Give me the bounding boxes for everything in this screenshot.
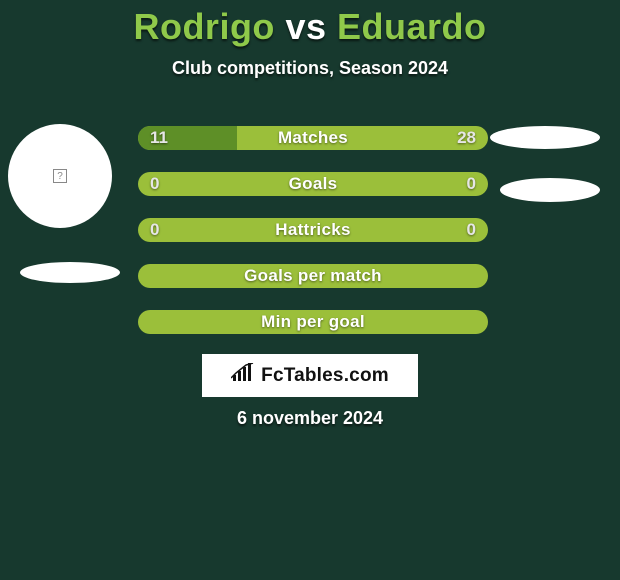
stat-bar-goals: 0 Goals 0 [138, 172, 488, 196]
title-vs: vs [285, 6, 326, 47]
player2-ellipse-2 [500, 178, 600, 202]
title-player1: Rodrigo [133, 6, 274, 47]
title-player2: Eduardo [337, 6, 487, 47]
bar-chart-icon [231, 363, 255, 388]
stat-bar-goals-per-match: Goals per match [138, 264, 488, 288]
player1-avatar: ? [8, 124, 112, 228]
stat-label: Goals [138, 172, 488, 196]
stat-right-value: 28 [457, 126, 476, 150]
player1-shadow-ellipse [20, 262, 120, 283]
stat-label: Matches [138, 126, 488, 150]
date: 6 november 2024 [0, 408, 620, 429]
comparison-card: Rodrigo vs Eduardo Club competitions, Se… [0, 0, 620, 580]
player2-ellipse-1 [490, 126, 600, 149]
image-placeholder-icon: ? [53, 169, 67, 183]
stat-bar-matches: 11 Matches 28 [138, 126, 488, 150]
stat-right-value: 0 [467, 172, 476, 196]
page-title: Rodrigo vs Eduardo [0, 0, 620, 48]
stat-bar-hattricks: 0 Hattricks 0 [138, 218, 488, 242]
stat-right-value: 0 [467, 218, 476, 242]
fctables-logo: FcTables.com [202, 354, 418, 397]
logo-text: FcTables.com [261, 365, 389, 387]
stat-label: Goals per match [138, 264, 488, 288]
subtitle: Club competitions, Season 2024 [0, 58, 620, 79]
stat-bar-min-per-goal: Min per goal [138, 310, 488, 334]
stat-bars: 11 Matches 28 0 Goals 0 0 Hattricks 0 Go… [138, 126, 488, 356]
stat-label: Min per goal [138, 310, 488, 334]
stat-label: Hattricks [138, 218, 488, 242]
